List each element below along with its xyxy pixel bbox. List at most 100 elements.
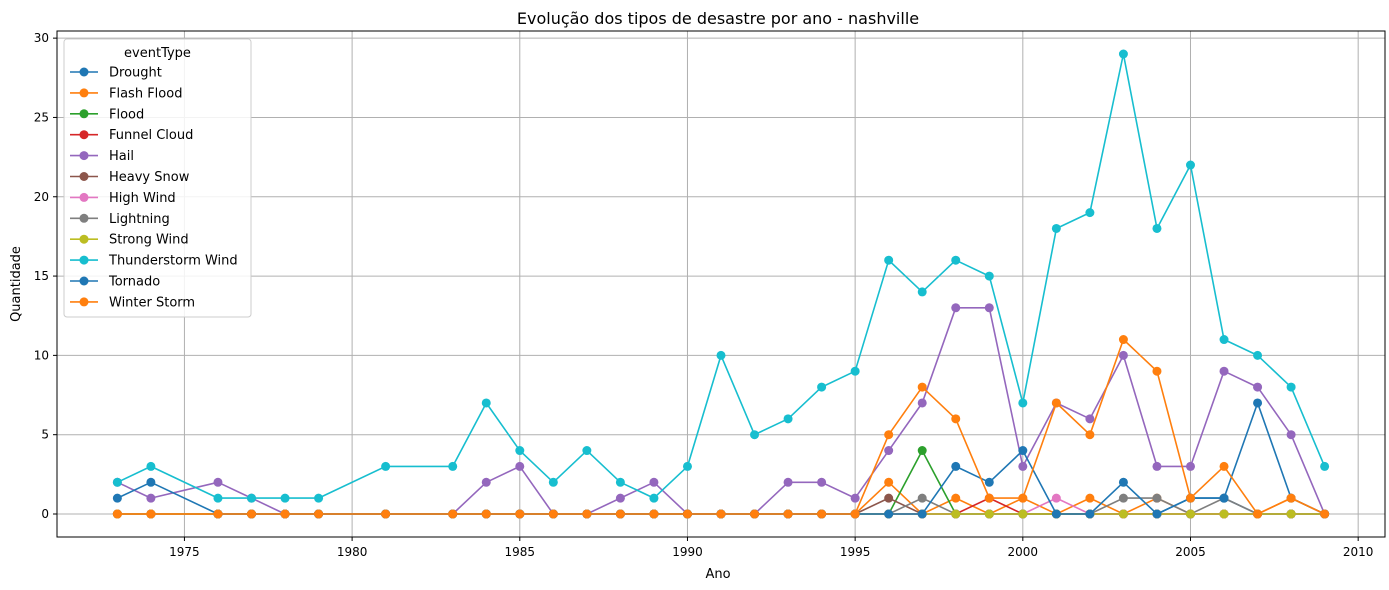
data-point [884,509,894,519]
data-point [1286,509,1296,519]
data-point [884,430,894,440]
data-point [984,303,994,313]
data-point [582,509,592,519]
data-point [682,509,692,519]
data-point [783,414,793,424]
data-point [1051,493,1061,503]
data-point [1152,366,1162,376]
legend-marker [79,234,89,244]
data-point [1219,493,1229,503]
data-point [1018,446,1028,456]
data-point [1152,509,1162,519]
legend-item: Strong Wind [70,233,189,248]
legend-item: Lightning [70,212,170,227]
x-tick-label: 1985 [505,545,536,559]
data-point [649,493,659,503]
series-line [117,53,1326,499]
data-point [1286,493,1296,503]
data-point [951,255,961,265]
data-point [1185,493,1195,503]
data-point [548,477,558,487]
y-tick-label: 0 [41,507,49,521]
x-tick-label: 1995 [840,545,871,559]
data-point [1118,49,1128,59]
legend-item: High Wind [70,191,176,206]
data-point [884,477,894,487]
data-point [1253,350,1263,360]
data-point [314,509,324,519]
data-point [682,461,692,471]
legend-marker [79,255,89,265]
data-point [213,509,223,519]
data-point [951,461,961,471]
data-point [1085,509,1095,519]
data-point [1152,223,1162,233]
data-point [716,350,726,360]
data-point [984,509,994,519]
data-point [884,493,894,503]
data-point [1085,414,1095,424]
data-point [817,509,827,519]
legend-item: Thunderstorm Wind [70,254,238,269]
legend-marker [79,130,89,140]
data-point [582,446,592,456]
data-point [984,271,994,281]
data-point [1185,461,1195,471]
data-point [917,509,927,519]
legend-marker [79,192,89,202]
data-point [716,509,726,519]
legend-item: Flash Flood [70,86,182,101]
data-point [1051,223,1061,233]
data-point [146,493,156,503]
data-point [146,461,156,471]
data-point [280,509,290,519]
data-point [381,509,391,519]
grid-lines [57,31,1385,537]
legend-label: Winter Storm [109,295,195,310]
data-point [1018,398,1028,408]
x-tick-label: 2010 [1343,545,1374,559]
legend-marker [79,109,89,119]
data-point [1320,509,1330,519]
series-tornado [112,398,1330,519]
data-point [481,509,491,519]
data-point [750,430,760,440]
data-point [1185,509,1195,519]
axis-ticks: 1975 1980 1985 1990 1995 2000 2005 2010 0 5 10 15 20… [34,31,1374,559]
legend-label: Flash Flood [109,86,182,101]
legend-marker [79,276,89,286]
data-point [817,382,827,392]
data-point [649,509,659,519]
x-axis-label: Ano [705,567,730,582]
data-point [1219,509,1229,519]
data-point [1118,350,1128,360]
data-point [1253,398,1263,408]
data-point [314,493,324,503]
legend-label: High Wind [109,191,176,206]
y-tick-label: 5 [41,428,49,442]
series-thunderstorm-wind [112,49,1330,503]
legend-marker [79,213,89,223]
legend-label: Flood [109,107,144,122]
data-point [247,493,257,503]
data-point [1185,160,1195,170]
data-point [1085,493,1095,503]
data-point [1018,461,1028,471]
data-point [750,509,760,519]
plot-frame [56,30,1386,538]
data-point [515,509,525,519]
data-point [1051,398,1061,408]
chart-title: Evolução dos tipos de desastre por ano -… [517,9,919,28]
y-tick-label: 25 [34,110,49,124]
data-point [112,509,122,519]
data-point [112,477,122,487]
data-point [448,509,458,519]
data-point [1253,509,1263,519]
data-point [1118,509,1128,519]
data-point [850,493,860,503]
legend-marker [79,67,89,77]
legend-label: Thunderstorm Wind [108,254,238,269]
data-point [984,493,994,503]
legend-item: Funnel Cloud [70,128,193,143]
legend-marker [79,172,89,181]
